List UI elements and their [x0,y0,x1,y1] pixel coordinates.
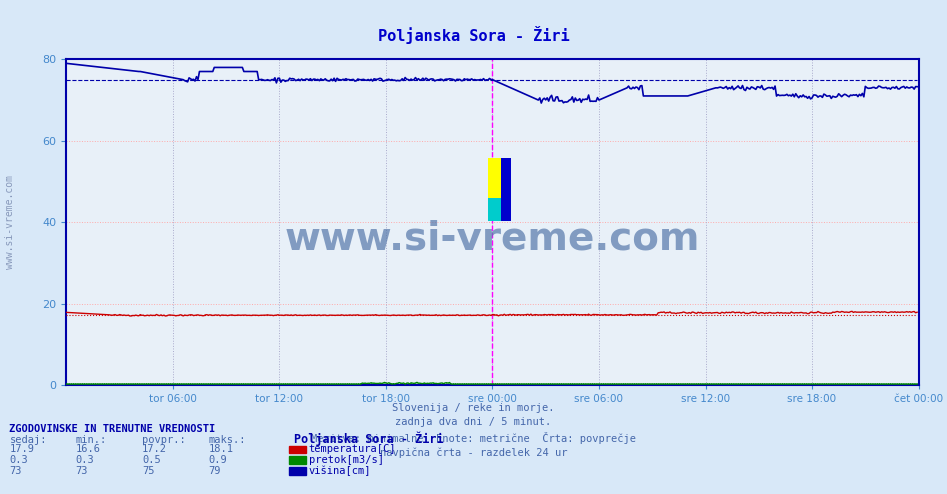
Text: višina[cm]: višina[cm] [309,465,371,476]
Text: 17.2: 17.2 [142,444,167,454]
Text: pretok[m3/s]: pretok[m3/s] [309,455,384,465]
Text: www.si-vreme.com: www.si-vreme.com [285,220,700,257]
Text: 0.5: 0.5 [142,455,161,465]
Text: sedaj:: sedaj: [9,435,47,445]
Text: Poljanska Sora - Žiri: Poljanska Sora - Žiri [294,432,443,446]
Text: 17.9: 17.9 [9,444,34,454]
Text: 16.6: 16.6 [76,444,100,454]
Text: temperatura[C]: temperatura[C] [309,444,396,454]
Text: Poljanska Sora - Žiri: Poljanska Sora - Žiri [378,27,569,44]
Text: povpr.:: povpr.: [142,435,186,445]
Text: 0.3: 0.3 [9,455,28,465]
Text: 73: 73 [9,466,22,476]
Text: www.si-vreme.com: www.si-vreme.com [5,175,15,269]
Text: 0.9: 0.9 [208,455,227,465]
Text: min.:: min.: [76,435,107,445]
Text: 18.1: 18.1 [208,444,233,454]
Text: Slovenija / reke in morje.
zadnja dva dni / 5 minut.
Meritve: minimalne  Enote: : Slovenija / reke in morje. zadnja dva dn… [311,403,636,458]
Text: ZGODOVINSKE IN TRENUTNE VREDNOSTI: ZGODOVINSKE IN TRENUTNE VREDNOSTI [9,424,216,434]
Text: 75: 75 [142,466,154,476]
Text: 73: 73 [76,466,88,476]
Text: 0.3: 0.3 [76,455,95,465]
Text: maks.:: maks.: [208,435,246,445]
Text: 79: 79 [208,466,221,476]
